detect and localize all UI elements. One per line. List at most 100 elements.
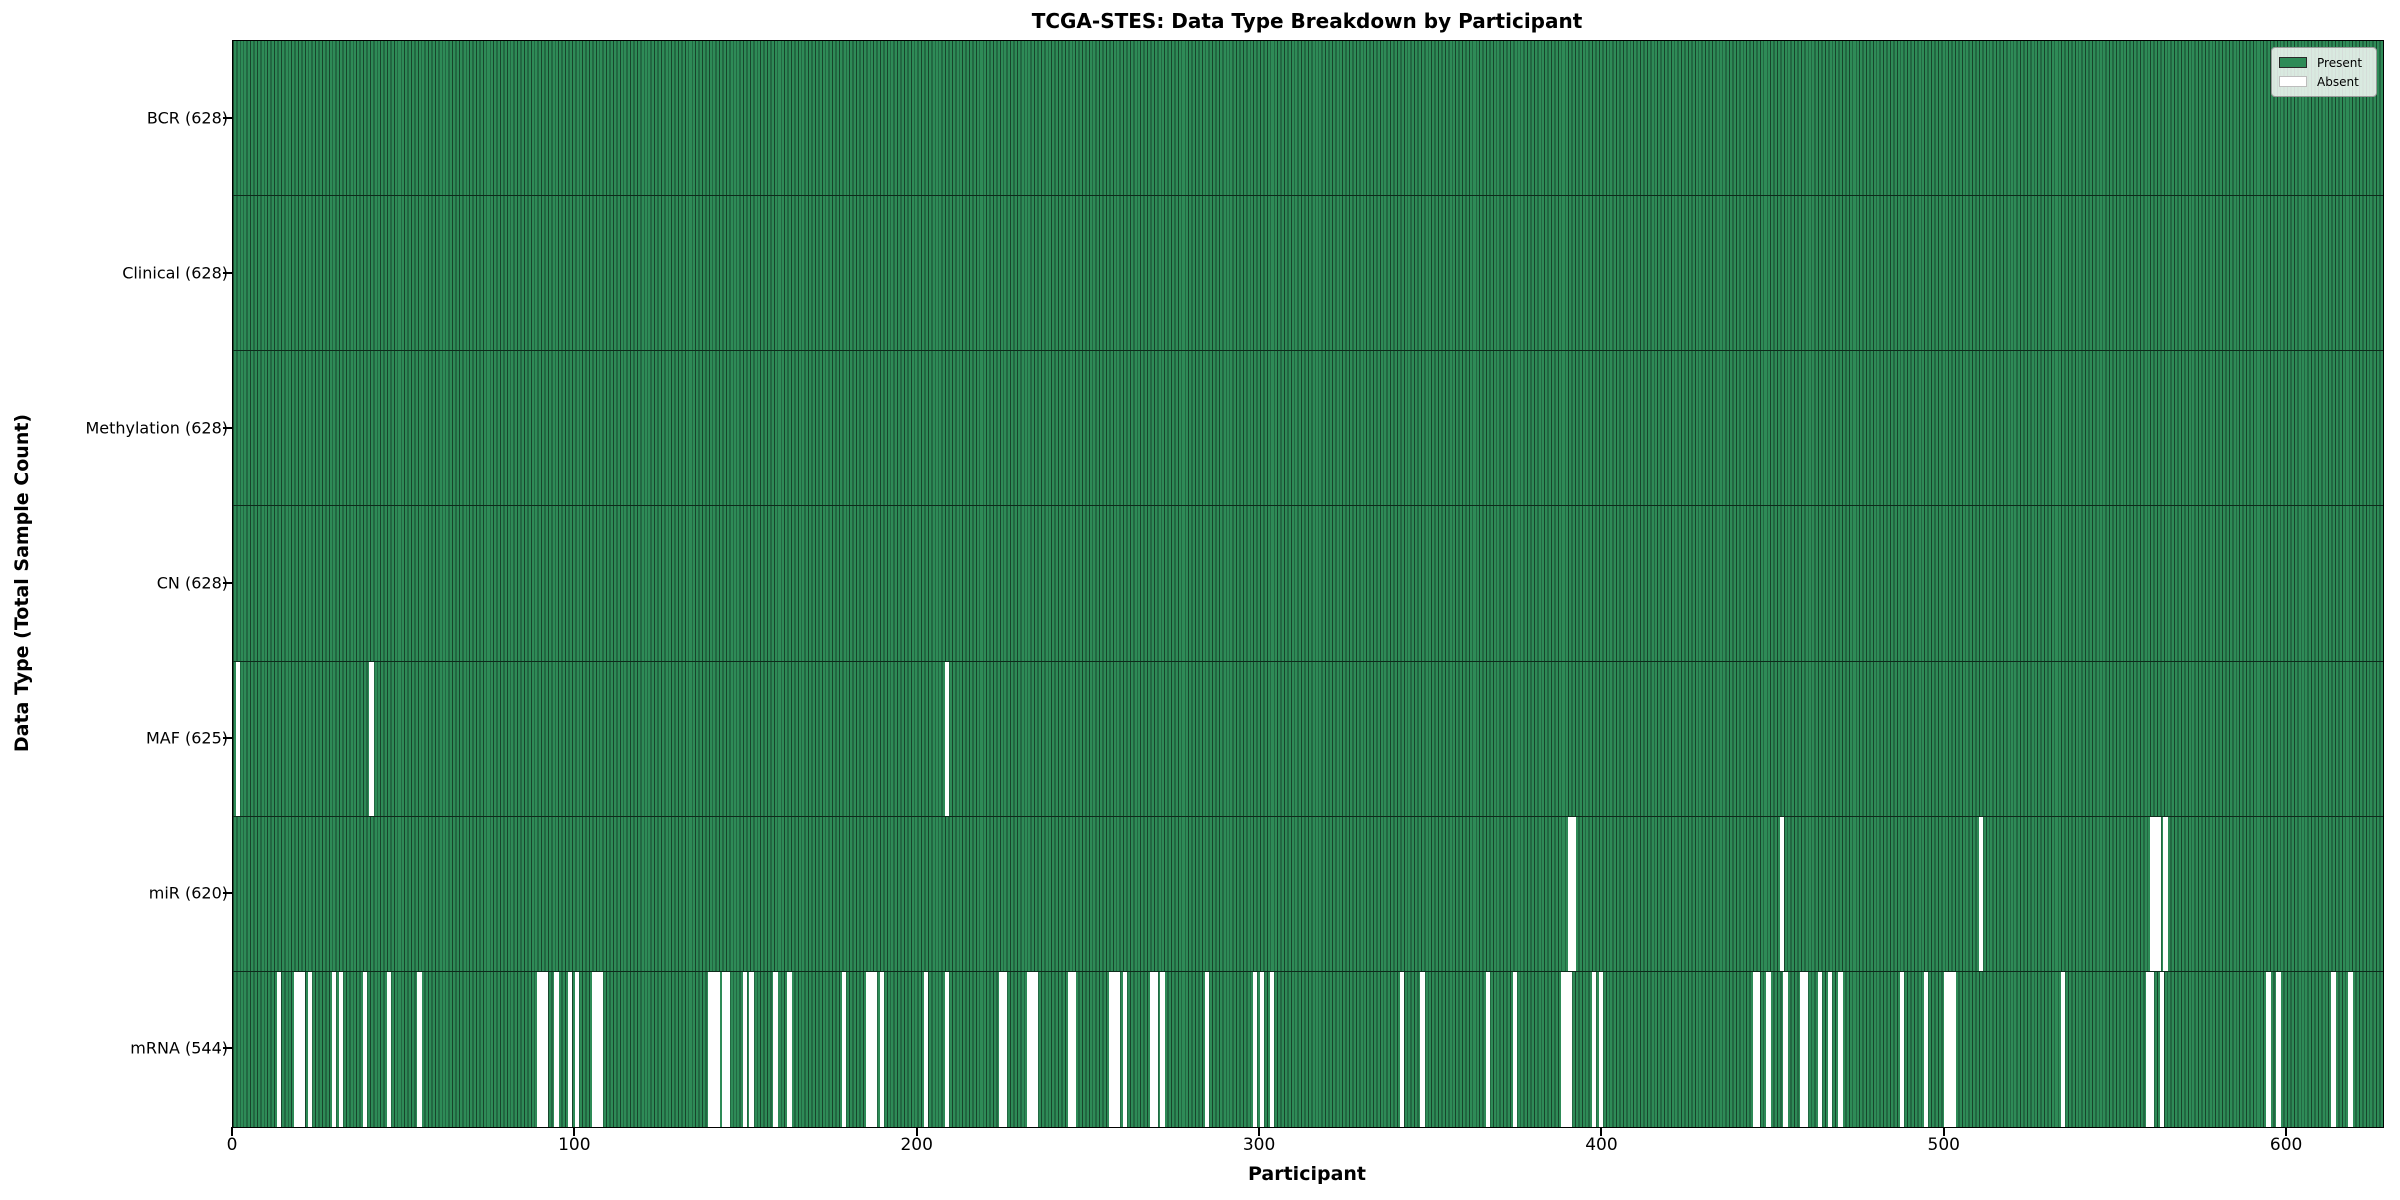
absent-gap bbox=[869, 971, 874, 1127]
absent-gap bbox=[297, 971, 302, 1127]
absent-gap bbox=[1766, 971, 1771, 1127]
x-tick-mark bbox=[2285, 1127, 2288, 1136]
absent-gap bbox=[749, 971, 754, 1127]
absent-gap bbox=[1026, 971, 1032, 1127]
data-row-mir bbox=[233, 816, 2383, 972]
absent-gap bbox=[386, 971, 391, 1127]
y-tick-label: mRNA (544) bbox=[130, 1038, 228, 1058]
absent-gap bbox=[865, 971, 871, 1127]
y-tick-mark bbox=[223, 271, 232, 274]
absent-gap bbox=[544, 971, 549, 1127]
absent-gap bbox=[294, 971, 299, 1127]
absent-gap bbox=[2156, 816, 2161, 971]
absent-gap bbox=[591, 971, 597, 1127]
plot-area bbox=[232, 40, 2384, 1128]
y-axis-label: Data Type (Total Sample Count) bbox=[11, 413, 33, 753]
data-row-maf bbox=[233, 661, 2383, 817]
absent-gap bbox=[568, 971, 573, 1127]
absent-gap bbox=[1947, 971, 1953, 1127]
absent-gap bbox=[2266, 971, 2271, 1127]
x-tick-mark bbox=[231, 1127, 233, 1136]
absent-gap bbox=[1150, 971, 1155, 1127]
x-tick-mark bbox=[1942, 1127, 1945, 1136]
absent-gap bbox=[1122, 971, 1128, 1127]
absent-gap bbox=[773, 971, 778, 1127]
absent-gap bbox=[1571, 816, 1576, 971]
absent-gap bbox=[2331, 971, 2336, 1127]
absent-gap bbox=[300, 971, 306, 1127]
absent-gap bbox=[2348, 971, 2353, 1127]
absent-gap bbox=[1755, 971, 1761, 1127]
absent-gap bbox=[1560, 971, 1566, 1127]
absent-gap bbox=[1153, 971, 1158, 1127]
absent-gap bbox=[2146, 971, 2151, 1127]
absent-gap bbox=[540, 971, 546, 1127]
absent-gap bbox=[1567, 971, 1573, 1127]
absent-gap bbox=[1112, 971, 1117, 1127]
y-tick-mark bbox=[223, 426, 232, 429]
data-row-clinical bbox=[233, 196, 2383, 352]
absent-gap bbox=[924, 971, 929, 1127]
absent-gap bbox=[1030, 971, 1035, 1127]
absent-gap bbox=[2276, 971, 2281, 1127]
absent-gap bbox=[742, 971, 748, 1127]
absent-gap bbox=[1817, 971, 1823, 1127]
absent-gap bbox=[1115, 971, 1121, 1127]
y-tick-mark bbox=[223, 892, 232, 895]
absent-gap bbox=[598, 971, 604, 1127]
absent-gap bbox=[2060, 971, 2066, 1127]
present-swatch-icon bbox=[2279, 57, 2307, 68]
absent-gap bbox=[1485, 971, 1490, 1127]
absent-gap bbox=[307, 971, 313, 1127]
legend-entry-absent: Absent bbox=[2279, 72, 2369, 91]
absent-gap bbox=[2159, 971, 2165, 1127]
absent-gap bbox=[1827, 971, 1833, 1127]
x-tick-mark bbox=[915, 1127, 918, 1136]
absent-gap bbox=[362, 971, 368, 1127]
absent-gap bbox=[2149, 816, 2155, 971]
absent-gap bbox=[1899, 971, 1905, 1127]
absent-gap bbox=[574, 971, 580, 1127]
absent-gap bbox=[1160, 971, 1165, 1127]
x-tick-mark bbox=[1258, 1127, 1261, 1136]
x-tick-mark bbox=[573, 1127, 576, 1136]
absent-gap bbox=[1598, 971, 1603, 1127]
absent-gap bbox=[1591, 971, 1597, 1127]
y-tick-label: Clinical (628) bbox=[122, 263, 228, 283]
absent-gap bbox=[331, 971, 337, 1127]
y-tick-mark bbox=[223, 582, 232, 584]
y-tick-label: MAF (625) bbox=[145, 728, 228, 748]
absent-gap bbox=[879, 971, 884, 1127]
absent-gap bbox=[872, 971, 878, 1127]
y-tick-mark bbox=[223, 737, 232, 740]
absent-gap bbox=[2153, 816, 2158, 971]
y-tick-label: BCR (628) bbox=[146, 108, 228, 128]
absent-gap bbox=[725, 971, 730, 1127]
absent-gap bbox=[1512, 971, 1518, 1127]
x-tick-label: 0 bbox=[226, 1135, 238, 1155]
y-tick-label: miR (620) bbox=[148, 883, 228, 903]
legend-entry-present: Present bbox=[2279, 53, 2369, 72]
absent-gap bbox=[1838, 971, 1843, 1127]
absent-gap bbox=[1978, 816, 1983, 971]
absent-gap bbox=[787, 971, 792, 1127]
y-tick-label: Methylation (628) bbox=[85, 418, 228, 438]
absent-gap bbox=[1951, 971, 1956, 1127]
absent-gap bbox=[1752, 971, 1757, 1127]
absent-gap bbox=[711, 971, 717, 1127]
x-tick-label: 500 bbox=[1927, 1135, 1961, 1155]
absent-gap bbox=[554, 971, 559, 1127]
absent-gap bbox=[1923, 971, 1929, 1127]
legend: Present Absent bbox=[2271, 47, 2377, 97]
absent-gap bbox=[2149, 971, 2155, 1127]
absent-gap bbox=[1259, 971, 1264, 1127]
absent-gap bbox=[1803, 971, 1809, 1127]
data-row-methylation bbox=[233, 351, 2383, 507]
absent-gap bbox=[722, 971, 727, 1127]
absent-gap bbox=[595, 971, 600, 1127]
data-row-cn bbox=[233, 506, 2383, 662]
absent-gap bbox=[1567, 816, 1573, 971]
absent-gap bbox=[715, 971, 720, 1127]
absent-gap bbox=[1399, 971, 1405, 1127]
y-tick-mark bbox=[223, 116, 232, 119]
